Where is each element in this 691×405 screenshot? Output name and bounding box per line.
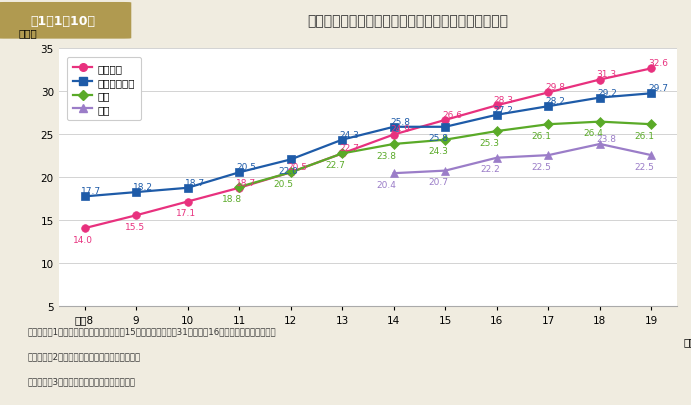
市区 (647, 122, 656, 127)
Text: 26.6: 26.6 (442, 111, 462, 119)
Text: （年）: （年） (683, 337, 691, 347)
市区 (287, 171, 295, 175)
Text: 18.2: 18.2 (133, 183, 153, 192)
Text: 25.8: 25.8 (428, 134, 448, 143)
政令指定都市 (647, 92, 656, 96)
政令指定都市 (493, 113, 501, 118)
都道府県 (390, 133, 398, 138)
Text: 22.0: 22.0 (278, 166, 298, 176)
市区 (596, 120, 604, 125)
市区 (493, 129, 501, 134)
Text: 22.5: 22.5 (634, 162, 654, 171)
Text: 第1－1－10図: 第1－1－10図 (30, 15, 95, 28)
Text: （％）: （％） (19, 28, 37, 38)
政令指定都市 (338, 138, 346, 143)
Text: 29.7: 29.7 (648, 84, 668, 93)
Text: 18.7: 18.7 (184, 178, 205, 187)
Text: （備考）　1．内閣府資料より作成。平成15年までは各年３月31日現在。16年以降は４月１日現在。: （備考） 1．内閣府資料より作成。平成15年までは各年３月31日現在。16年以降… (28, 326, 276, 335)
都道府県 (441, 118, 449, 123)
Text: 17.7: 17.7 (82, 187, 102, 196)
Text: 20.5: 20.5 (236, 163, 256, 172)
都道府県 (493, 104, 501, 109)
Text: 29.2: 29.2 (597, 88, 617, 97)
Text: 24.3: 24.3 (428, 147, 448, 156)
Text: 22.7: 22.7 (325, 161, 346, 170)
Text: 22.5: 22.5 (531, 162, 551, 171)
Text: 14.0: 14.0 (73, 235, 93, 244)
都道府県 (338, 151, 346, 156)
Text: 26.1: 26.1 (634, 132, 654, 141)
Text: 20.5: 20.5 (287, 163, 307, 172)
Text: 17.1: 17.1 (176, 209, 196, 217)
政令指定都市 (287, 158, 295, 162)
町村 (647, 153, 656, 158)
Line: 政令指定都市: 政令指定都市 (81, 90, 655, 201)
都道府県 (235, 186, 243, 191)
都道府県 (132, 213, 140, 218)
市区 (235, 185, 243, 190)
政令指定都市 (545, 104, 553, 109)
Text: 18.8: 18.8 (222, 194, 243, 203)
政令指定都市 (132, 190, 140, 195)
Text: 26.1: 26.1 (531, 132, 551, 141)
Text: 28.2: 28.2 (545, 97, 565, 106)
政令指定都市 (235, 171, 243, 175)
Text: 15.5: 15.5 (124, 222, 144, 231)
町村 (596, 142, 604, 147)
Text: 20.4: 20.4 (377, 180, 397, 189)
都道府県 (545, 91, 553, 96)
FancyBboxPatch shape (0, 3, 131, 40)
Text: 2．それぞれの女性比率を単純平均。: 2．それぞれの女性比率を単純平均。 (28, 351, 141, 360)
Text: 20.7: 20.7 (428, 178, 448, 187)
町村 (390, 171, 398, 176)
都道府県 (80, 226, 88, 231)
市区 (545, 122, 553, 127)
Text: 22.2: 22.2 (480, 165, 500, 174)
Line: 都道府県: 都道府県 (81, 65, 655, 232)
Text: 26.4: 26.4 (583, 129, 603, 138)
Text: 23.8: 23.8 (597, 134, 617, 143)
Text: 32.6: 32.6 (648, 59, 668, 68)
Text: 27.2: 27.2 (494, 105, 513, 115)
都道府県 (596, 78, 604, 83)
Text: 31.3: 31.3 (597, 70, 617, 79)
Text: 20.5: 20.5 (274, 179, 294, 188)
Text: 18.7: 18.7 (236, 178, 256, 187)
Text: 23.8: 23.8 (377, 151, 397, 160)
Text: 25.8: 25.8 (390, 117, 410, 126)
Text: 28.3: 28.3 (494, 96, 513, 105)
Text: 29.8: 29.8 (545, 83, 565, 92)
Text: 24.3: 24.3 (339, 130, 359, 139)
Line: 市区: 市区 (236, 119, 655, 191)
Text: 24.9: 24.9 (390, 125, 410, 134)
政令指定都市 (441, 125, 449, 130)
政令指定都市 (80, 194, 88, 199)
Text: 25.3: 25.3 (480, 139, 500, 147)
町村 (545, 153, 553, 158)
都道府県 (287, 171, 295, 175)
市区 (338, 151, 346, 156)
Text: 22.7: 22.7 (339, 144, 359, 153)
市区 (390, 142, 398, 147)
Legend: 都道府県, 政令指定都市, 市区, 町村: 都道府県, 政令指定都市, 市区, 町村 (67, 58, 141, 121)
政令指定都市 (596, 96, 604, 101)
政令指定都市 (390, 125, 398, 130)
町村 (493, 156, 501, 161)
政令指定都市 (183, 186, 191, 191)
都道府県 (183, 200, 191, 205)
Line: 町村: 町村 (390, 141, 656, 178)
市区 (441, 138, 449, 143)
町村 (441, 169, 449, 174)
Text: 3．市区には政令指定都市を含む。: 3．市区には政令指定都市を含む。 (28, 376, 135, 385)
Text: 地方公共団体の審議会等における女性委員割合の推移: 地方公共団体の審議会等における女性委員割合の推移 (307, 14, 508, 28)
都道府県 (647, 67, 656, 72)
